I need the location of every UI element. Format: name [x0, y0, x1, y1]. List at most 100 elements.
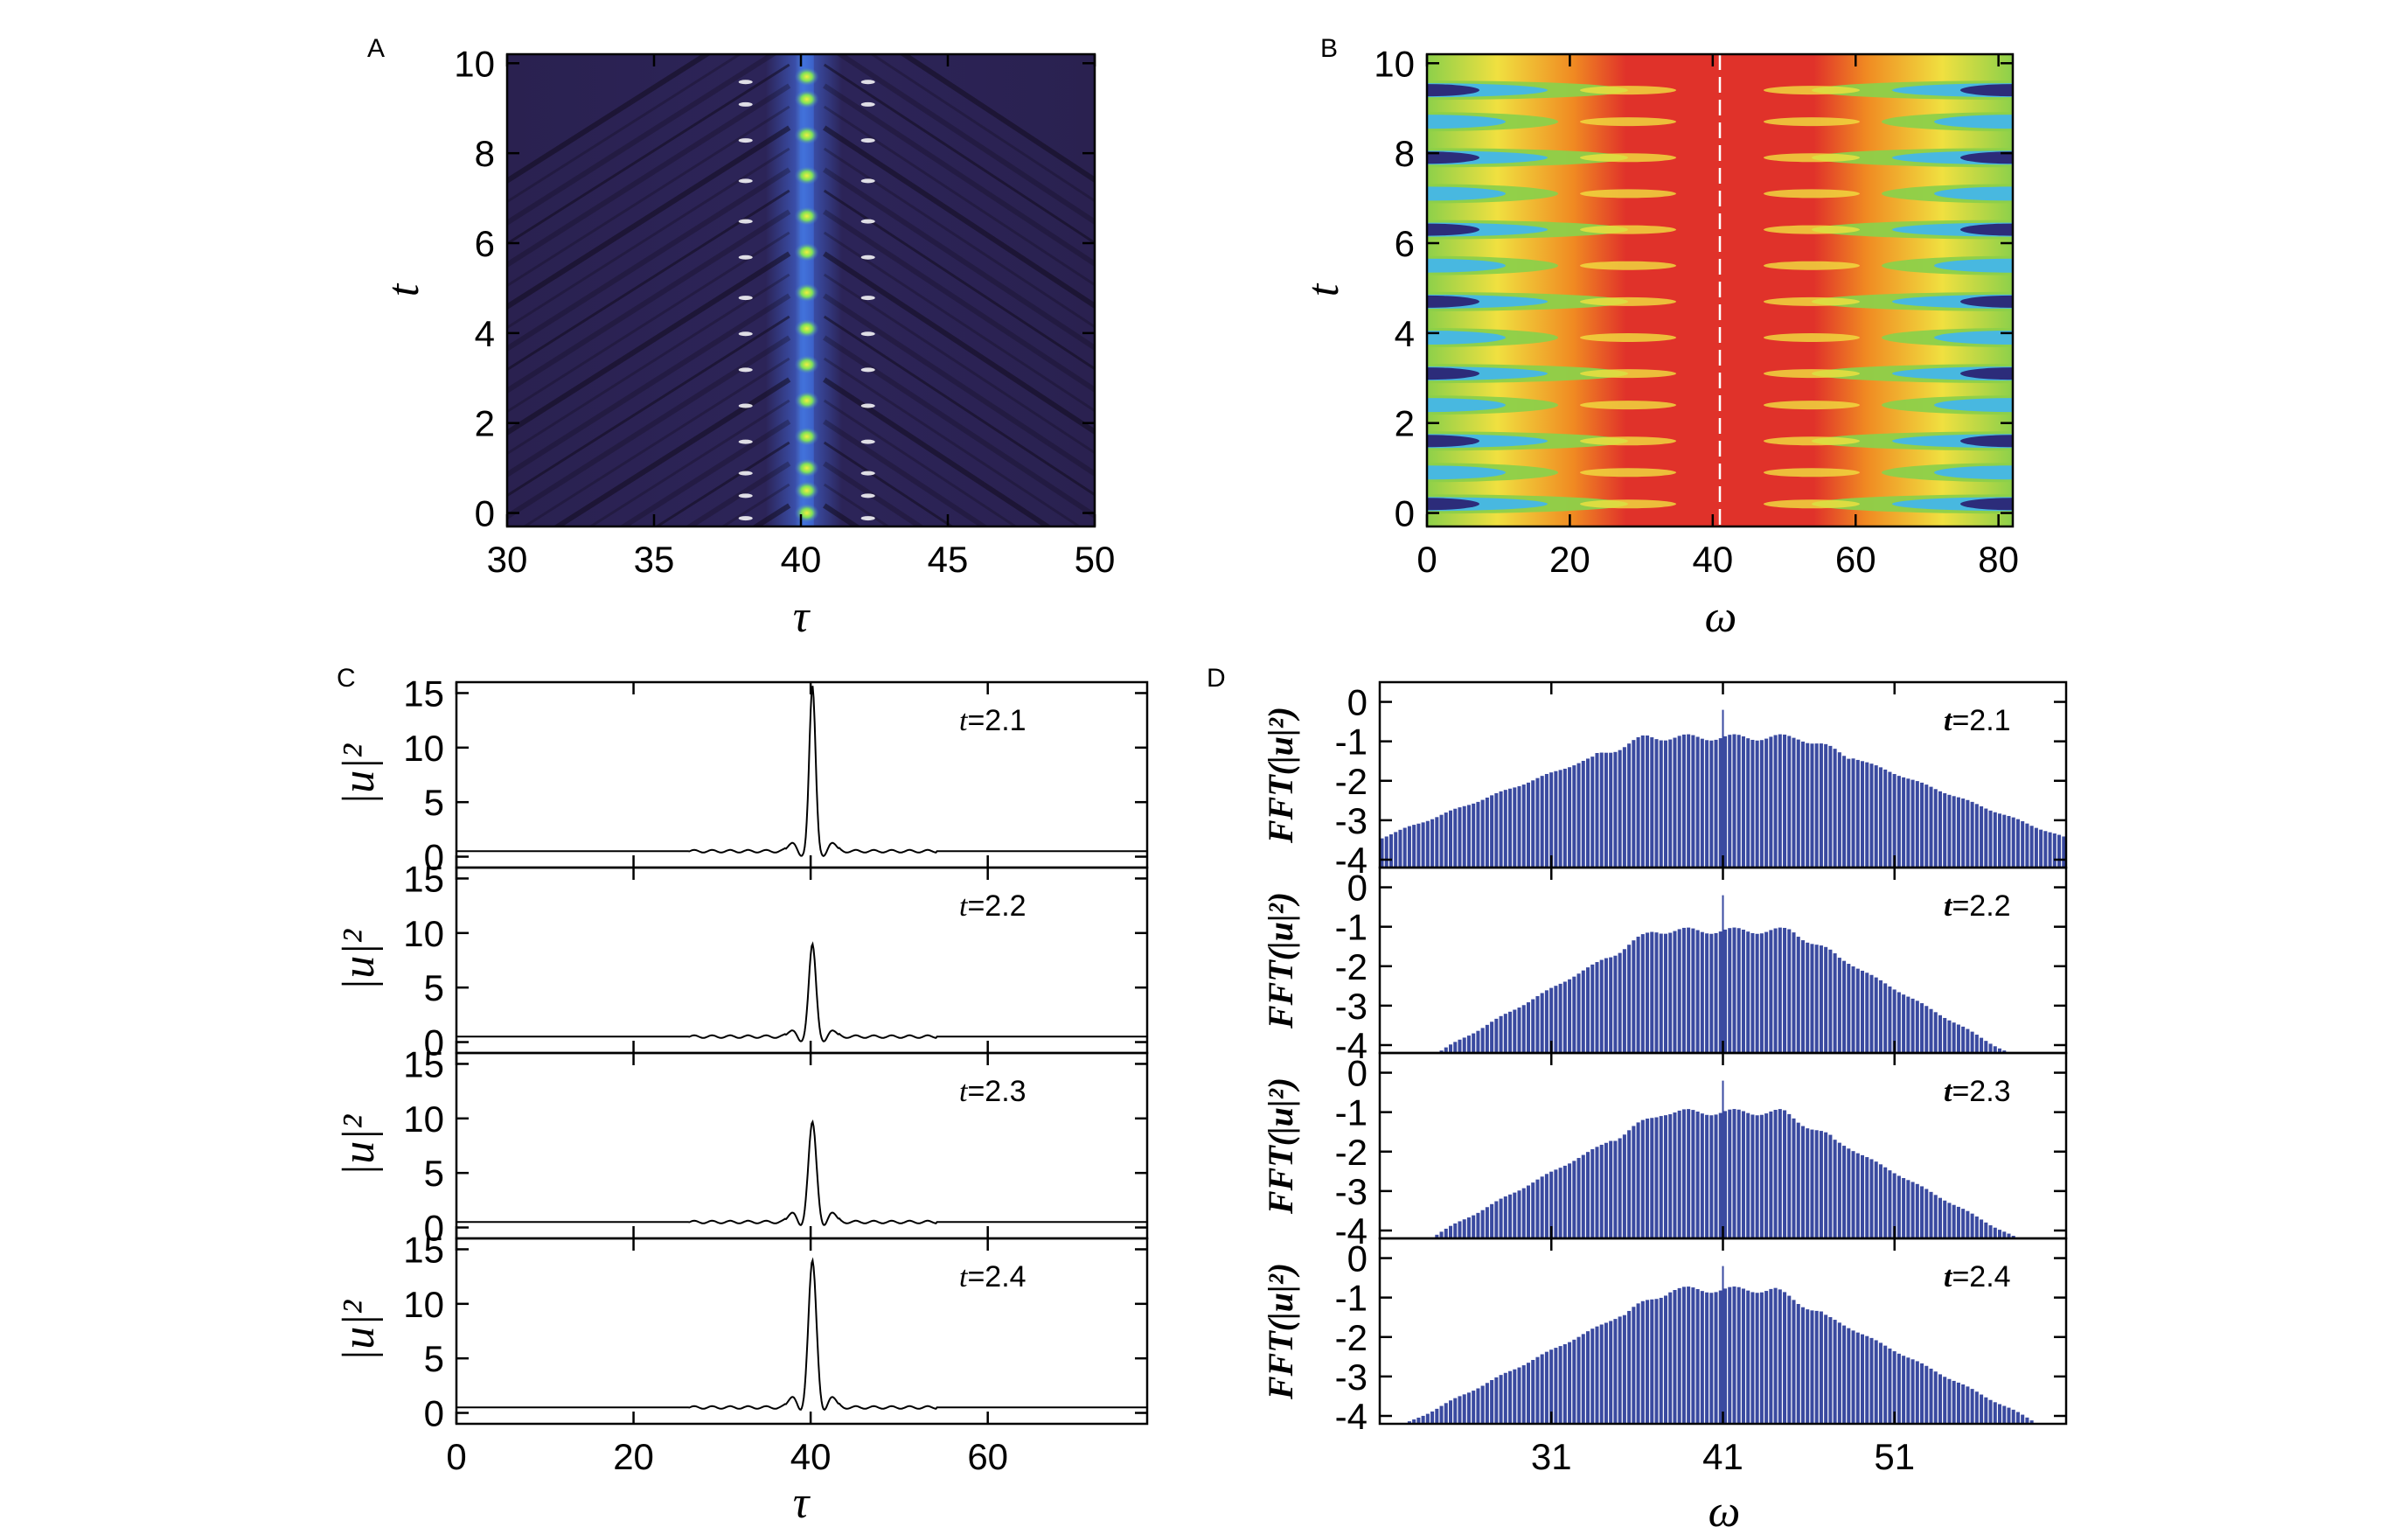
- panel-b-ytick-label: 10: [1374, 43, 1415, 84]
- panel-d-bar: [1568, 1163, 1572, 1238]
- panel-b-ytick-label: 2: [1395, 403, 1415, 444]
- panel-b-band-warm: [1580, 468, 1676, 478]
- panel-a-streak: [835, 54, 1095, 226]
- panel-d-bar: [1773, 1287, 1778, 1424]
- panel-d-bar: [1984, 808, 1988, 868]
- panel-d-bar: [1865, 762, 1869, 868]
- panel-d-bar: [1485, 797, 1489, 868]
- panel-letter-c: C: [337, 664, 356, 693]
- panel-d-bar: [1453, 1223, 1458, 1238]
- panel-d-bar: [1453, 808, 1458, 868]
- panel-d-bar: [1902, 1356, 1906, 1424]
- panel-d-bar: [1837, 958, 1841, 1053]
- panel-c-annotation: t=2.1: [959, 704, 1027, 737]
- panel-d-bar: [1581, 970, 1585, 1053]
- panel-b-band-warm: [1580, 333, 1676, 342]
- panel-d-bar: [1554, 1348, 1558, 1424]
- panel-d-bar: [1681, 734, 1686, 868]
- panel-d-bar: [1792, 1118, 1796, 1238]
- panel-c-ylabel: |u|²: [334, 1114, 384, 1177]
- panel-d-bar: [1430, 1411, 1435, 1424]
- panel-d-bar: [1622, 1314, 1626, 1424]
- panel-d-bar: [1663, 740, 1667, 868]
- panel-a-side-spot: [738, 80, 753, 85]
- panel-a-heatmap: [507, 54, 1095, 526]
- panel-b-ylabel: t: [1298, 282, 1348, 296]
- panel-d-bar: [1472, 1391, 1476, 1424]
- panel-c-annotation: t=2.3: [959, 1075, 1027, 1108]
- panel-d-bar: [1576, 973, 1581, 1053]
- panel-d-bar: [1632, 940, 1636, 1053]
- panel-a-streak: [899, 54, 1095, 184]
- panel-d-bar: [1714, 932, 1718, 1053]
- panel-d-bar: [1896, 1175, 1901, 1238]
- panel-d-bar: [1599, 1144, 1604, 1238]
- panel-d-bar: [1938, 1374, 1942, 1424]
- panel-a-side-spot: [860, 516, 875, 521]
- panel-d-bar: [1938, 1015, 1942, 1053]
- panel-d-bar: [1517, 1190, 1521, 1238]
- panel-b-heatmap: [1427, 54, 2013, 526]
- panel-a-side-spot: [860, 138, 875, 143]
- panel-c-frame: [455, 866, 1149, 1055]
- panel-c-ytick-label: 5: [424, 967, 444, 1008]
- panel-d-bar: [1924, 1365, 1929, 1424]
- panel-c-subplots: 051015|u|²t=2.1051015|u|²t=2.2051015|u|²…: [334, 673, 1149, 1434]
- panel-d-bar: [1599, 1324, 1604, 1424]
- panel-b-ytick-label: 4: [1395, 313, 1415, 354]
- panel-b-band-deep: [1427, 435, 1479, 448]
- panel-b-plot-area: [1427, 54, 2013, 526]
- panel-d-bar: [1581, 760, 1585, 868]
- panel-d-bar: [1787, 1113, 1792, 1238]
- panel-b-band-deep: [1960, 151, 2013, 164]
- panel-d-bar: [1792, 932, 1796, 1053]
- panel-c-annotation-var: t: [959, 1076, 969, 1108]
- panel-d-bar: [1480, 799, 1485, 868]
- panel-d-bars: [1380, 709, 2066, 868]
- panel-d-bar: [1687, 734, 1691, 868]
- panel-d-bar: [1508, 1194, 1513, 1238]
- panel-d-ytick-label: -2: [1335, 1132, 1368, 1173]
- panel-a-ytick-label: 10: [454, 43, 495, 84]
- panel-d-bar: [1595, 1326, 1599, 1424]
- panel-c-series-line: [456, 941, 1147, 1042]
- panel-c-annotation-value: =2.1: [967, 704, 1026, 737]
- panel-d-bar: [1540, 1354, 1544, 1424]
- panel-d-bar: [1646, 932, 1650, 1053]
- panel-d-bar: [1861, 761, 1865, 868]
- panel-d-bar: [1759, 1292, 1764, 1424]
- panel-a-side-spot: [738, 493, 753, 499]
- panel-d-bar: [1622, 1134, 1626, 1238]
- panel-d-bar: [1806, 1128, 1810, 1238]
- panel-a-peak: [794, 480, 819, 500]
- panel-d-bar: [1769, 1288, 1773, 1424]
- panel-d-bar: [1769, 736, 1773, 868]
- panel-a-side-spot: [738, 516, 753, 521]
- panel-d-bar: [1613, 1319, 1618, 1424]
- panel-a-side-spot: [738, 138, 753, 143]
- panel-d-bar: [1874, 1340, 1878, 1424]
- panel-d-bar: [1677, 1110, 1681, 1238]
- panel-d-bar: [1842, 960, 1847, 1053]
- panel-d-bar: [1837, 1142, 1841, 1238]
- panel-d-ytick-label: -3: [1335, 986, 1368, 1027]
- panel-d-bar: [1806, 743, 1810, 868]
- panel-d-xlabel: ω: [1709, 1487, 1741, 1534]
- panel-b-band-warm: [1580, 117, 1676, 127]
- panel-d-bar: [1444, 1403, 1448, 1424]
- panel-d-bar: [1632, 1126, 1636, 1238]
- panel-c-annotation-var: t: [959, 890, 969, 923]
- panel-d-bar: [1673, 1112, 1677, 1238]
- panel-d-bar: [1572, 976, 1576, 1053]
- panel-d-bar: [1650, 931, 1654, 1053]
- panel-d-bar: [1755, 1115, 1759, 1238]
- panel-d-bar: [1449, 1400, 1453, 1424]
- panel-d-bar: [1709, 1293, 1714, 1424]
- panel-a-streak: [823, 293, 1095, 478]
- panel-d-bar: [2029, 826, 2034, 868]
- panel-d-ylabel: FFT(|u|²): [1261, 892, 1300, 1029]
- panel-b-band-warm: [1580, 261, 1676, 270]
- panel-d-bar: [1668, 1292, 1673, 1424]
- panel-d-bar: [1851, 1151, 1855, 1238]
- panel-d-bar: [1627, 743, 1632, 868]
